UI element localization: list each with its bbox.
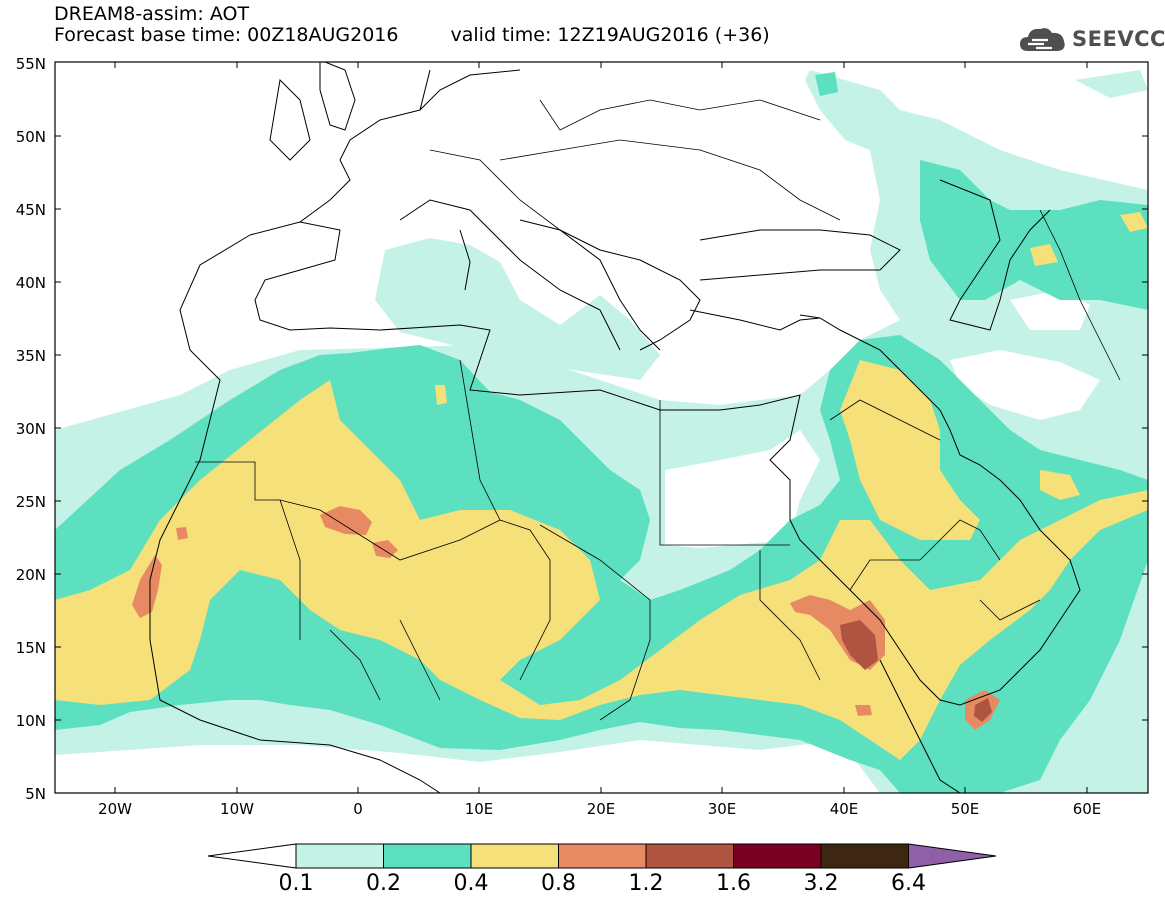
lat-label: 10N xyxy=(16,712,46,730)
tick-marks xyxy=(55,62,1148,794)
lat-labels: 5N 10N 15N 20N 25N 30N 35N 40N 45N 50N 5… xyxy=(16,55,46,803)
valid-time: valid time: 12Z19AUG2016 (+36) xyxy=(450,24,770,46)
colorbar-segment xyxy=(295,843,384,869)
lon-label: 0 xyxy=(353,800,363,818)
colorbar-label: 1.2 xyxy=(629,871,664,896)
lat-label: 45N xyxy=(16,201,46,219)
colorbar-label: 6.4 xyxy=(891,871,926,896)
colorbar-label: 0.2 xyxy=(366,871,401,896)
colorbar-segment xyxy=(207,843,297,869)
colorbar-label: 1.6 xyxy=(716,871,751,896)
colorbar-segment xyxy=(558,843,647,869)
time-info: Forecast base time: 00Z18AUG2016 valid ti… xyxy=(54,25,770,46)
lon-label: 40E xyxy=(830,800,859,818)
lat-label: 5N xyxy=(25,785,46,803)
colorbar-segment xyxy=(820,843,909,869)
colorbar-label: 3.2 xyxy=(804,871,839,896)
lon-label: 20E xyxy=(587,800,616,818)
lat-label: 25N xyxy=(16,493,46,511)
lon-label: 10E xyxy=(465,800,494,818)
lat-label: 55N xyxy=(16,55,46,73)
colorbar-segment xyxy=(645,843,734,869)
aot-map: 5N 10N 15N 20N 25N 30N 35N 40N 45N 50N 5… xyxy=(16,55,1149,818)
lat-label: 50N xyxy=(16,128,46,146)
lat-label: 20N xyxy=(16,566,46,584)
lon-label: 30E xyxy=(708,800,737,818)
lat-label: 35N xyxy=(16,347,46,365)
cloud-icon xyxy=(1020,28,1065,51)
colorbar-segment xyxy=(470,843,559,869)
lon-labels: 20W 10W 0 10E 20E 30E 40E 50E 60E xyxy=(98,800,1101,818)
lat-label: 40N xyxy=(16,274,46,292)
colorbar-label: 0.1 xyxy=(279,871,314,896)
colorbar-segment xyxy=(733,843,822,869)
map-title: DREAM8-assim: AOT xyxy=(54,3,250,25)
coastlines xyxy=(149,62,1081,793)
lat-label: 15N xyxy=(16,639,46,657)
seevccc-logo: SEEVCCC xyxy=(1018,24,1165,54)
colorbar-segment xyxy=(383,843,472,869)
colorbar-segment xyxy=(908,843,997,869)
base-time: Forecast base time: 00Z18AUG2016 xyxy=(54,24,399,46)
colorbar-label: 0.8 xyxy=(541,871,576,896)
logo-text: SEEVCCC xyxy=(1072,27,1165,51)
lon-label: 50E xyxy=(951,800,980,818)
lat-label: 30N xyxy=(16,420,46,438)
lon-label: 60E xyxy=(1073,800,1102,818)
aot-level-1.2 xyxy=(840,620,992,722)
aot-fields xyxy=(55,70,1148,793)
colorbar-label: 0.4 xyxy=(454,871,489,896)
country-borders xyxy=(195,99,1121,721)
lon-label: 20W xyxy=(98,800,132,818)
lon-label: 10W xyxy=(220,800,254,818)
